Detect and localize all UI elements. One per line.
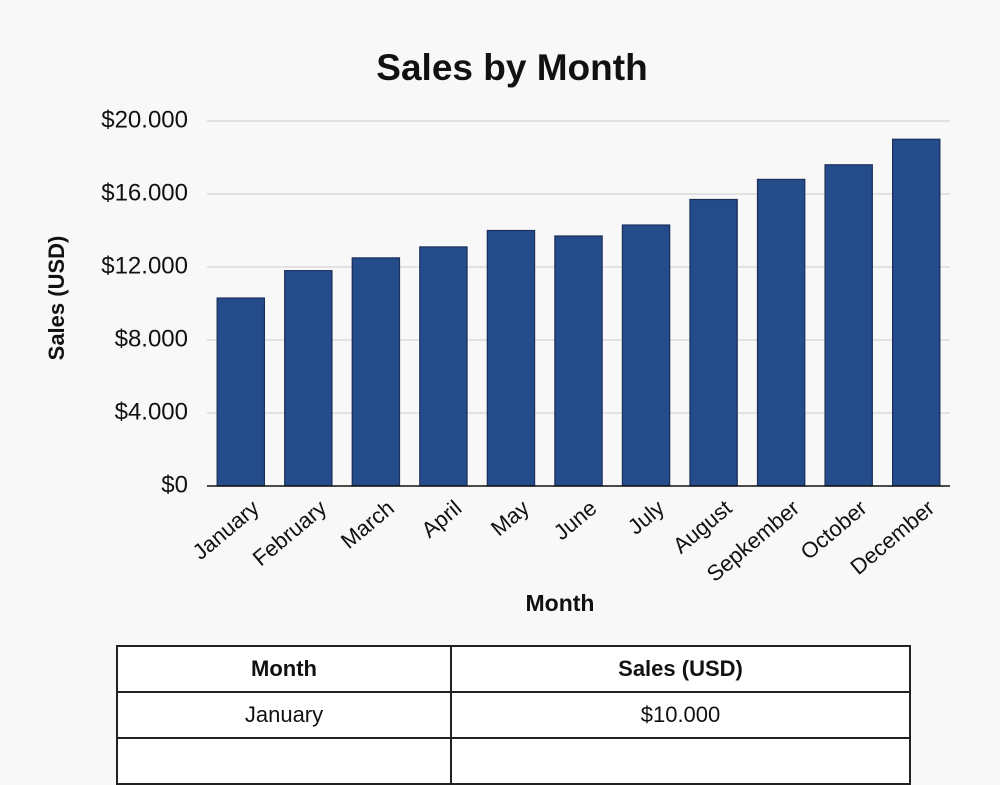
y-tick-label: $12.000: [101, 252, 188, 279]
y-tick-label: $16.000: [101, 179, 188, 206]
table-cell: [116, 737, 452, 785]
page: Sales by Month Sales (USD) Month $0 $4.00…: [43, 46, 950, 785]
bar: [351, 257, 401, 487]
bar: [756, 178, 806, 487]
y-axis-label: Sales (USD): [44, 236, 69, 361]
x-tick-label: February: [248, 495, 332, 571]
bar: [554, 235, 603, 487]
x-tick-label: March: [336, 495, 399, 553]
y-tick-label: $20.000: [101, 106, 188, 133]
table-header: Month: [116, 645, 452, 693]
x-axis-label: Month: [526, 590, 595, 616]
bar: [284, 270, 333, 487]
data-table: Month Sales (USD) January $10.000: [116, 645, 911, 785]
bar: [419, 246, 468, 487]
x-tick-label: July: [623, 495, 669, 539]
table-cell: $10.000: [450, 691, 911, 739]
x-tick-label: April: [417, 495, 467, 542]
y-tick-label: $0: [161, 471, 188, 498]
bar: [689, 198, 738, 487]
bar: [824, 164, 873, 487]
table-header-row: Month Sales (USD): [116, 645, 911, 693]
bar: [891, 138, 941, 487]
table-row: [116, 737, 911, 785]
x-tick-label: May: [486, 495, 534, 541]
bar: [621, 224, 671, 487]
x-tick-label: June: [549, 495, 602, 545]
table-header: Sales (USD): [450, 645, 911, 693]
chart: Sales by Month Sales (USD) Month $0 $4.00…: [44, 47, 950, 616]
table-cell: [450, 737, 911, 785]
table-row: January $10.000: [116, 691, 911, 739]
y-tick-label: $4.000: [115, 398, 188, 425]
bar: [216, 297, 266, 487]
chart-title: Sales by Month: [376, 47, 647, 88]
table-cell: January: [116, 691, 452, 739]
bar: [486, 229, 536, 487]
y-tick-label: $8.000: [115, 325, 188, 352]
